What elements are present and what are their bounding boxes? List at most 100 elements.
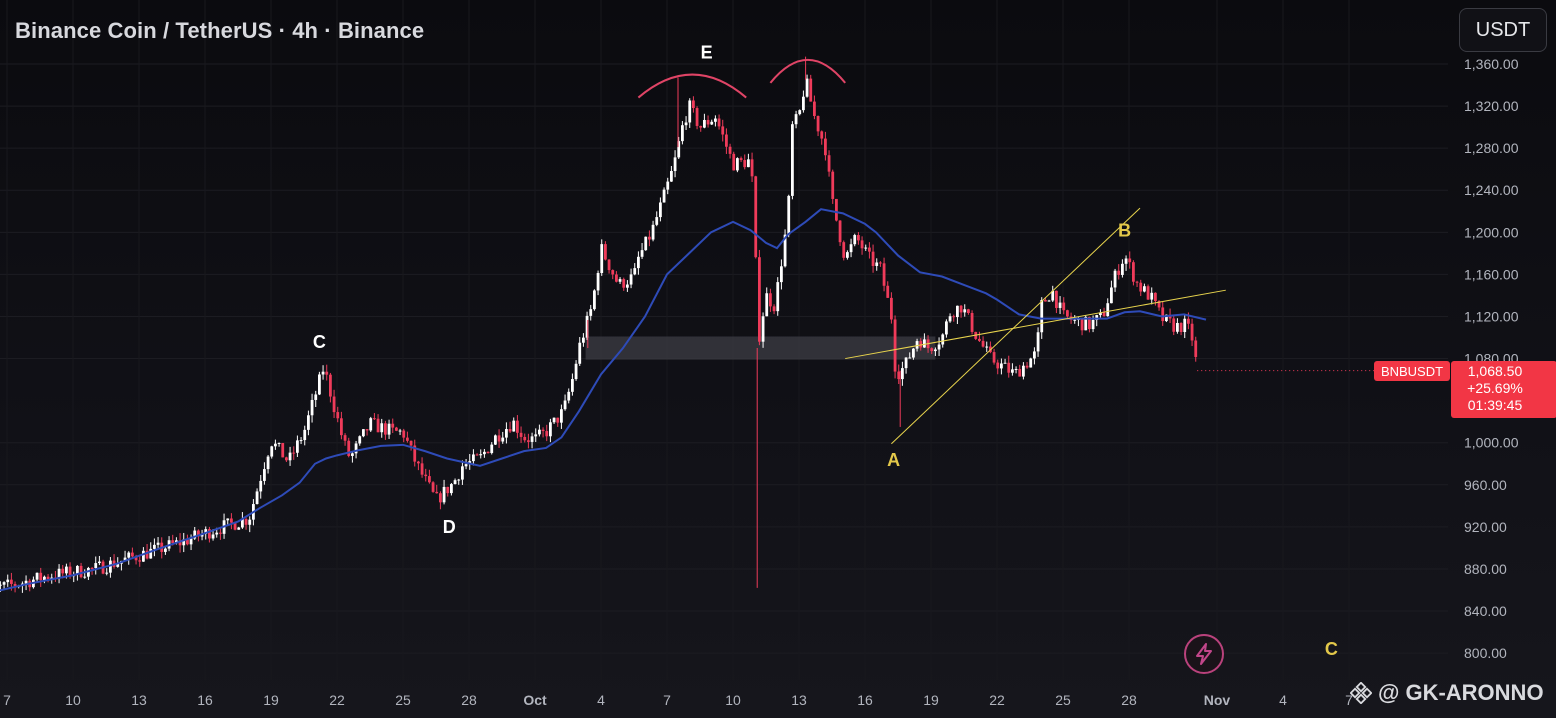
price-tick-label: 1,280.00 [1464, 140, 1519, 156]
candle-up [765, 293, 769, 317]
candle-down [409, 440, 413, 446]
candle-down [893, 319, 897, 372]
candle-up [864, 247, 868, 249]
candle-down [395, 427, 398, 431]
candle-up [1091, 320, 1095, 330]
price-axis[interactable]: 1,360.00 1,320.00 1,280.00 1,240.00 1,200.00… [1464, 56, 1519, 661]
candle-down [281, 442, 285, 458]
candle-down [1018, 368, 1022, 377]
candle-up [659, 202, 662, 218]
price-tag-value: 1,068.50 [1468, 363, 1523, 379]
candle-down [1157, 301, 1161, 308]
candle-down [39, 572, 43, 581]
time-axis[interactable]: 7 10 13 16 19 22 25 28 Oct 4 7 10 13 16 19 22 25 28 Nov 4 7 [3, 692, 1353, 708]
candle-up [578, 342, 582, 364]
price-tick-label: 840.00 [1464, 603, 1507, 619]
candle-up [277, 442, 281, 444]
candle-up [215, 532, 219, 535]
moving-average-line [0, 208, 1207, 592]
candle-up [204, 529, 208, 534]
candle-down [692, 100, 695, 109]
candle-up [805, 78, 809, 97]
candle-up [574, 363, 578, 380]
candle-up [318, 374, 321, 395]
currency-button[interactable]: USDT [1459, 8, 1547, 52]
candle-down [897, 371, 901, 380]
candle-down [648, 236, 651, 240]
candle-down [809, 78, 813, 102]
candle-up [1176, 322, 1179, 332]
candle-down [1139, 282, 1143, 292]
candle-down [857, 235, 860, 241]
watermark: @ GK-ARONNO [1350, 680, 1544, 706]
candle-down [90, 567, 94, 569]
candle-up [802, 96, 805, 111]
candle-down [816, 115, 820, 132]
candle-down [772, 306, 776, 312]
candle-up [512, 420, 516, 432]
top-arc [769, 59, 846, 84]
symbol-tag-bg [1374, 361, 1450, 381]
candle-up [310, 399, 314, 416]
candle-up [200, 533, 204, 537]
candle-down [145, 550, 149, 559]
candle-down [831, 171, 835, 199]
resistance-zone-box [585, 336, 936, 360]
candle-up [1047, 300, 1051, 302]
candle-down [178, 540, 182, 546]
candle-down [886, 285, 890, 298]
candle-up [923, 339, 926, 348]
candle-up [963, 309, 967, 313]
candle-up [794, 114, 798, 125]
candle-up [1003, 362, 1007, 364]
candle-up [985, 346, 989, 348]
candle-down [486, 451, 490, 454]
candle-up [490, 444, 494, 454]
candle-up [387, 423, 391, 435]
candle-up [677, 141, 681, 158]
candle-down [1062, 302, 1066, 311]
time-tick-label: 10 [65, 692, 81, 708]
candle-up [655, 217, 659, 225]
lightning-bolt-button[interactable] [1184, 634, 1224, 674]
time-tick-label: 7 [663, 692, 671, 708]
time-tick-label: 4 [1279, 692, 1287, 708]
candle-up [736, 158, 739, 171]
candle-down [373, 418, 376, 420]
candle-up [1022, 365, 1025, 377]
candle-up [948, 316, 952, 322]
candle-up [538, 429, 541, 435]
candle-down [1187, 318, 1190, 324]
candle-down [413, 445, 417, 462]
candle-up [65, 566, 68, 574]
candle-up [164, 548, 167, 552]
candle-up [945, 321, 948, 335]
candle-down [622, 279, 626, 288]
candle-up [589, 309, 593, 316]
binance-diamond-icon [1350, 682, 1372, 704]
candle-up [571, 379, 574, 392]
candle-up [237, 527, 241, 530]
candle-up [780, 266, 783, 283]
time-tick-label: 25 [1055, 692, 1071, 708]
candle-up [6, 579, 10, 583]
time-tick-label: 19 [263, 692, 279, 708]
candle-up [666, 181, 670, 190]
candle-down [435, 491, 439, 494]
candle-down [604, 244, 607, 260]
candle-up [2, 582, 6, 585]
candle-down [545, 431, 549, 437]
candle-up [1106, 303, 1110, 317]
candle-down [365, 429, 369, 431]
candle-up [442, 486, 446, 503]
candle-up [1014, 368, 1018, 370]
candle-up [98, 561, 101, 564]
candle-up [380, 423, 384, 433]
time-tick-label: 4 [597, 692, 605, 708]
candle-down [230, 518, 233, 523]
candle-up [266, 456, 270, 470]
candle-down [1088, 316, 1091, 330]
candle-up [934, 349, 937, 352]
candle-up [956, 305, 959, 318]
